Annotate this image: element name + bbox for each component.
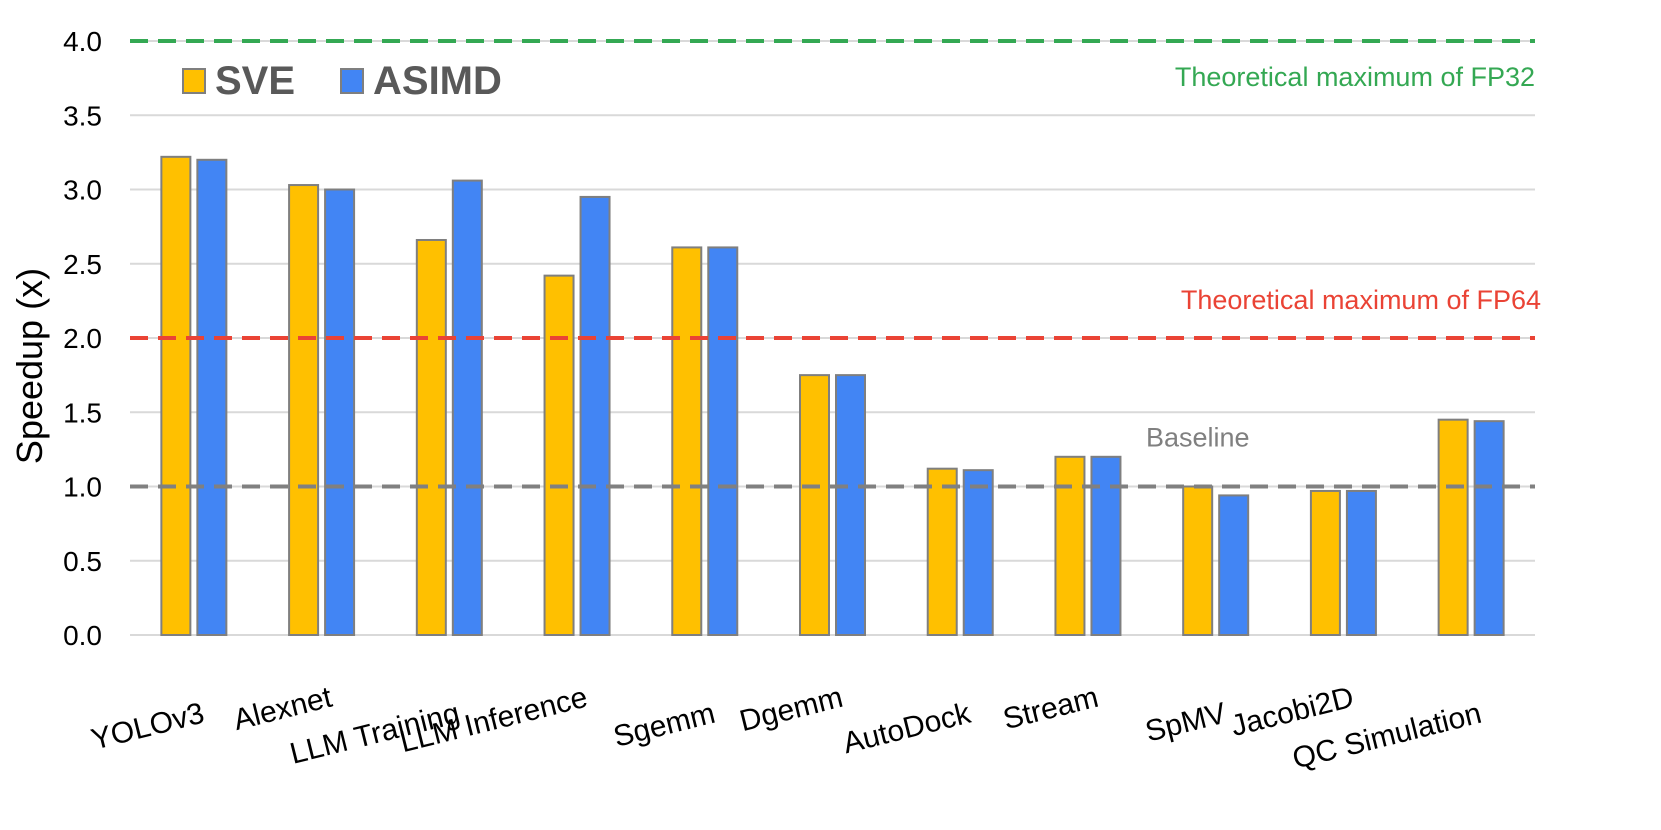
bar-asimd-dgemm bbox=[835, 374, 866, 636]
x-category-label: Stream bbox=[1000, 681, 1102, 736]
bar-asimd-stream bbox=[1090, 455, 1122, 636]
legend-swatch bbox=[340, 68, 364, 94]
bar-asimd-spmv bbox=[1218, 494, 1250, 636]
y-tick-label: 4.0 bbox=[63, 26, 102, 57]
bar-sve-spmv bbox=[1182, 485, 1214, 636]
bar-sve-autodock bbox=[926, 467, 958, 636]
bar-asimd-jacobi2d bbox=[1345, 489, 1377, 636]
y-tick-label: 3.0 bbox=[63, 175, 102, 206]
bar-asimd-llm-training bbox=[451, 179, 483, 636]
bar-sve-sgemm bbox=[671, 246, 703, 636]
x-category-label: Sgemm bbox=[610, 697, 718, 754]
bar-asimd-yolov3 bbox=[196, 158, 228, 637]
reference-line-label: Theoretical maximum of FP64 bbox=[1181, 285, 1541, 315]
x-category-label: Dgemm bbox=[736, 681, 846, 738]
y-axis-label: Speedup (x) bbox=[9, 268, 50, 464]
x-category-label: Alexnet bbox=[230, 681, 336, 737]
legend: SVE ASIMD bbox=[145, 52, 537, 114]
bar-asimd-alexnet bbox=[324, 188, 356, 636]
reference-line-label: Theoretical maximum of FP32 bbox=[1175, 62, 1535, 92]
y-tick-label: 1.5 bbox=[63, 397, 102, 428]
legend-entry-label: ASIMD bbox=[373, 59, 502, 103]
bar-sve-qc-simulation bbox=[1437, 418, 1469, 636]
bar-sve-alexnet bbox=[288, 184, 320, 636]
bar-asimd-qc-simulation bbox=[1473, 420, 1505, 636]
bar-asimd-autodock bbox=[962, 469, 994, 637]
y-tick-label: 3.5 bbox=[63, 100, 102, 131]
bar-sve-stream bbox=[1054, 455, 1086, 636]
legend-entry-label: SVE bbox=[215, 59, 295, 103]
x-category-label: SpMV bbox=[1142, 697, 1229, 749]
y-tick-label: 1.0 bbox=[63, 472, 102, 503]
y-tick-labels: 0.0 0.5 1.0 1.5 2.0 2.5 3.0 3.5 4.0 bbox=[63, 26, 102, 651]
bar-sve-llm-training bbox=[415, 238, 447, 637]
x-category-label: LLM Inference bbox=[397, 681, 591, 759]
bar-sve-yolov3 bbox=[160, 155, 192, 637]
reference-lines: Theoretical maximum of FP32 Theoretical m… bbox=[130, 39, 1541, 489]
reference-line-label: Baseline bbox=[1146, 423, 1250, 453]
bar-asimd-sgemm bbox=[707, 246, 739, 636]
y-tick-label: 0.0 bbox=[63, 620, 102, 651]
bar-sve-llm-inference bbox=[543, 274, 575, 636]
x-category-label: YOLOv3 bbox=[88, 697, 208, 757]
bar-sve-jacobi2d bbox=[1309, 489, 1341, 636]
y-tick-label: 2.5 bbox=[63, 249, 102, 280]
y-tick-label: 0.5 bbox=[63, 546, 102, 577]
legend-swatch bbox=[182, 68, 206, 94]
bars bbox=[160, 155, 1505, 637]
bar-sve-dgemm bbox=[799, 374, 830, 636]
y-tick-label: 2.0 bbox=[63, 323, 102, 354]
bar-asimd-llm-inference bbox=[579, 195, 611, 637]
x-category-label: AutoDock bbox=[840, 697, 975, 761]
